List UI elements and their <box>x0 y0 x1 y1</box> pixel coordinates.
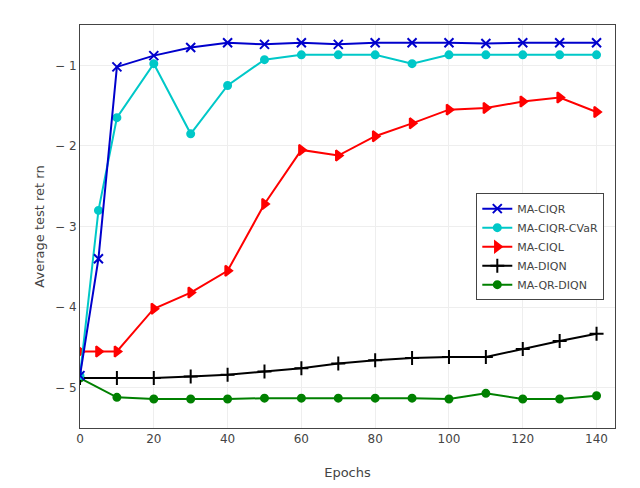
svg-text:− 4: − 4 <box>55 300 77 314</box>
svg-text:20: 20 <box>146 432 161 446</box>
svg-text:MA-CIQR: MA-CIQR <box>517 203 565 216</box>
svg-text:100: 100 <box>438 432 461 446</box>
svg-text:Average test ret rn: Average test ret rn <box>32 165 47 287</box>
svg-text:− 2: − 2 <box>55 139 77 153</box>
svg-text:− 5: − 5 <box>55 381 77 395</box>
svg-text:120: 120 <box>511 432 534 446</box>
svg-text:MA-DIQN: MA-DIQN <box>517 260 566 273</box>
svg-text:MA-CIQR-CVaR: MA-CIQR-CVaR <box>517 222 598 235</box>
svg-text:140: 140 <box>585 432 608 446</box>
svg-text:60: 60 <box>294 432 309 446</box>
svg-text:80: 80 <box>368 432 383 446</box>
svg-text:40: 40 <box>220 432 235 446</box>
svg-text:0: 0 <box>76 432 84 446</box>
svg-text:MA-QR-DIQN: MA-QR-DIQN <box>517 279 587 292</box>
svg-text:− 3: − 3 <box>55 220 77 234</box>
svg-text:− 1: − 1 <box>55 59 77 73</box>
svg-text:MA-CIQL: MA-CIQL <box>517 241 564 254</box>
svg-text:Epochs: Epochs <box>324 465 371 480</box>
